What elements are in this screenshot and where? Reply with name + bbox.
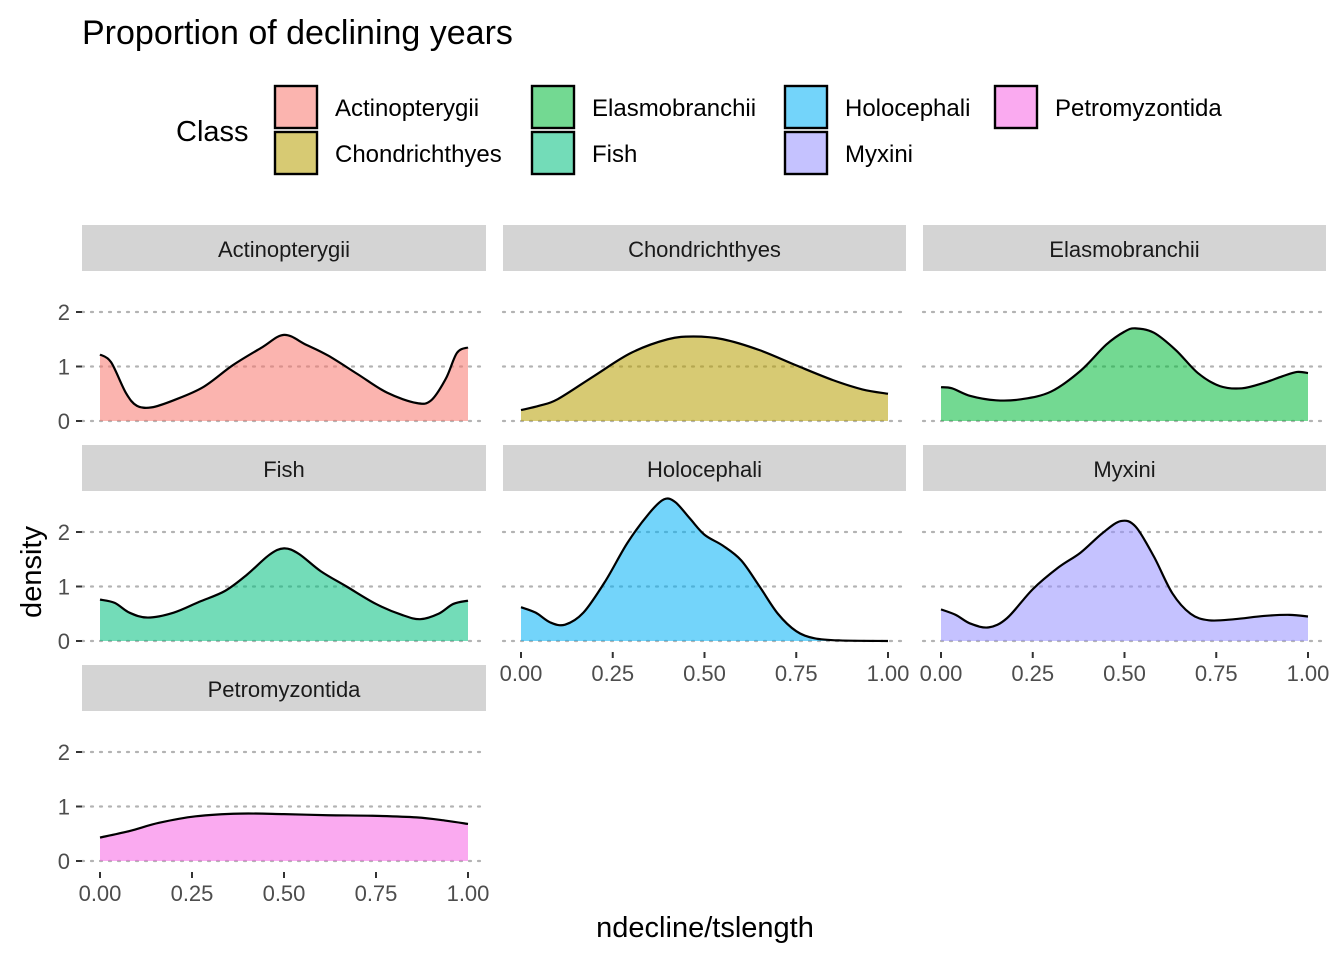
x-tick-label: 0.25 — [1011, 661, 1054, 686]
y-tick-label: 1 — [58, 575, 70, 600]
y-tick-label: 2 — [58, 300, 70, 325]
density-area — [100, 334, 468, 421]
x-tick-label: 0.50 — [683, 661, 726, 686]
y-tick-label: 2 — [58, 520, 70, 545]
x-tick-label: 0.25 — [591, 661, 634, 686]
legend-entry: Elasmobranchii — [530, 84, 756, 130]
x-tick-label: 0.00 — [500, 661, 543, 686]
legend-label: Petromyzontida — [1055, 95, 1222, 122]
facet-strip-label: Holocephali — [647, 457, 762, 482]
facet-panel: Petromyzontida 0 1 2 0.00 0.25 0.50 0.75 1.00 — [58, 665, 490, 906]
legend-title: Class — [176, 116, 249, 148]
facet-strip-label: Chondrichthyes — [628, 237, 781, 262]
x-tick-label: 0.00 — [79, 881, 122, 906]
density-area — [941, 328, 1308, 421]
y-tick-label: 1 — [58, 355, 70, 380]
y-tick-label: 2 — [58, 740, 70, 765]
facet-strip-label: Myxini — [1093, 457, 1155, 482]
legend-key — [273, 84, 319, 130]
legend-label: Chondrichthyes — [335, 141, 502, 168]
y-tick-label: 1 — [58, 795, 70, 820]
legend-entry: Chondrichthyes — [273, 130, 502, 176]
density-area — [521, 336, 888, 421]
legend-label: Actinopterygii — [335, 95, 479, 122]
legend-key — [530, 84, 576, 130]
y-tick-label: 0 — [58, 629, 70, 654]
x-tick-label: 0.75 — [1195, 661, 1238, 686]
legend-key — [783, 130, 829, 176]
x-tick-label: 0.75 — [775, 661, 818, 686]
x-tick-label: 0.50 — [263, 881, 306, 906]
density-curve — [940, 327, 1309, 402]
facet-strip — [503, 445, 906, 491]
x-tick-label: 1.00 — [867, 661, 910, 686]
legend-entry: Holocephali — [783, 84, 970, 130]
legend: Class Actinopterygii Chondrichthyes Elasmo… — [176, 84, 1222, 176]
facet-strip — [503, 225, 906, 271]
legend-entry: Actinopterygii — [273, 84, 479, 130]
legend-label: Holocephali — [845, 95, 970, 122]
facet-panel: Fish 0 1 2 — [58, 445, 488, 654]
density-curve — [99, 812, 469, 839]
x-axis-title: ndecline/tslength — [596, 912, 814, 944]
x-tick-label: 1.00 — [1287, 661, 1330, 686]
legend-entry: Myxini — [783, 130, 913, 176]
legend-key — [530, 130, 576, 176]
density-curve — [520, 497, 889, 643]
density-curve — [520, 335, 889, 412]
facet-panel: Myxini 0.00 0.25 0.50 0.75 1.00 — [920, 445, 1330, 686]
x-tick-label: 0.75 — [355, 881, 398, 906]
facet-strip-label: Fish — [263, 457, 305, 482]
facet-panels: Actinopterygii 0 1 2 Chondrichthyes Elasmobra… — [58, 225, 1330, 906]
legend-entry: Fish — [530, 130, 637, 176]
legend-key — [993, 84, 1039, 130]
y-axis-title: density — [16, 526, 48, 618]
legend-label: Elasmobranchii — [592, 95, 756, 122]
density-area — [521, 498, 888, 641]
x-tick-label: 0.25 — [171, 881, 214, 906]
facet-strip-label: Actinopterygii — [218, 237, 350, 262]
facet-panel: Elasmobranchii — [921, 225, 1328, 423]
legend-label: Myxini — [845, 141, 913, 168]
facet-panel: Holocephali 0.00 0.25 0.50 0.75 1.00 — [500, 445, 910, 686]
facet-strip — [82, 445, 486, 491]
density-curve — [99, 333, 469, 410]
y-tick-label: 0 — [58, 409, 70, 434]
density-curve — [99, 547, 469, 621]
facet-panel: Chondrichthyes — [501, 225, 908, 423]
facet-strip — [82, 665, 486, 711]
facet-strip — [923, 445, 1326, 491]
x-tick-label: 0.50 — [1103, 661, 1146, 686]
density-area — [100, 813, 468, 861]
facet-strip — [82, 225, 486, 271]
x-tick-label: 0.00 — [920, 661, 963, 686]
legend-entry: Petromyzontida — [993, 84, 1222, 130]
density-curve — [940, 519, 1309, 629]
facet-strip — [923, 225, 1326, 271]
density-area — [100, 548, 468, 641]
y-tick-label: 0 — [58, 849, 70, 874]
legend-label: Fish — [592, 141, 637, 168]
chart-title: Proportion of declining years — [82, 14, 513, 52]
facet-panel: Actinopterygii 0 1 2 — [58, 225, 488, 434]
density-area — [941, 520, 1308, 641]
facet-strip-label: Elasmobranchii — [1049, 237, 1199, 262]
legend-key — [273, 130, 319, 176]
legend-key — [783, 84, 829, 130]
facet-strip-label: Petromyzontida — [208, 677, 362, 702]
x-tick-label: 1.00 — [447, 881, 490, 906]
